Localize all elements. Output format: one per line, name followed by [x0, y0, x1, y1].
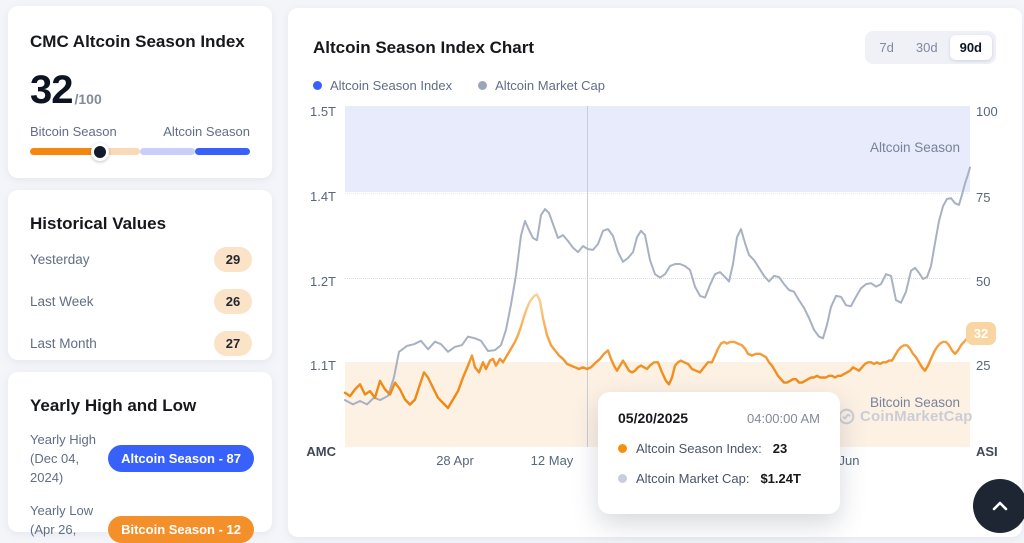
yearly-high-badge: Altcoin Season - 87	[108, 445, 254, 472]
right-tick-100: 100	[976, 104, 998, 119]
tooltip-time: 04:00:00 AM	[747, 411, 820, 426]
historical-value-badge: 29	[214, 246, 252, 272]
x-label-28-apr: 28 Apr	[436, 453, 474, 468]
yearly-high-low-card: Yearly High and Low Yearly High (Dec 04,…	[8, 372, 272, 543]
chart-legend: Altcoin Season Index Altcoin Market Cap	[313, 78, 605, 93]
tooltip-value-amc: $1.24T	[760, 471, 801, 486]
tooltip-dot-amc	[618, 474, 627, 483]
yearly-low-date: (Apr 26, 2025)	[30, 522, 77, 543]
current-value-badge: 32	[966, 322, 996, 345]
gauge-knob[interactable]	[91, 142, 110, 161]
historical-label: Last Week	[30, 293, 94, 309]
right-tick-50: 50	[976, 274, 991, 289]
tooltip-row-amc: Altcoin Market Cap: $1.24T	[618, 471, 820, 486]
gauge-bitcoin-label: Bitcoin Season	[30, 124, 117, 139]
gauge-segment-bitcoin	[30, 148, 101, 155]
scroll-to-top-button[interactable]	[973, 479, 1024, 533]
gauge-segment-altcoin	[195, 148, 250, 155]
right-tick-75: 75	[976, 190, 991, 205]
watermark-text: CoinMarketCap	[860, 408, 973, 425]
gauge-segment-peach	[100, 148, 140, 155]
gridline-50	[345, 278, 970, 279]
historical-title: Historical Values	[30, 214, 167, 233]
yearly-high-date: (Dec 04, 2024)	[30, 451, 80, 485]
x-label-12-may: 12 May	[530, 453, 574, 468]
gauge-altcoin-label: Altcoin Season	[163, 124, 250, 139]
legend-item-asi[interactable]: Altcoin Season Index	[313, 78, 452, 93]
yearly-low-badge: Bitcoin Season - 12	[108, 516, 254, 543]
yearly-low-label: Yearly Low	[30, 503, 94, 518]
time-range-selector: 7d 30d 90d	[865, 31, 996, 64]
chart-tooltip: 05/20/2025 04:00:00 AM Altcoin Season In…	[598, 392, 840, 514]
altcoin-season-band-label: Altcoin Season	[869, 140, 960, 155]
range-button-30d[interactable]: 30d	[906, 35, 948, 60]
altcoin-season-band: Altcoin Season	[345, 106, 970, 192]
coinmarketcap-watermark: CoinMarketCap	[838, 408, 973, 425]
historical-row-yesterday: Yesterday 29	[8, 242, 272, 276]
tooltip-value-asi: 23	[772, 441, 788, 456]
yearly-title: Yearly High and Low	[30, 396, 197, 415]
legend-item-amc[interactable]: Altcoin Market Cap	[478, 78, 605, 93]
index-card-title: CMC Altcoin Season Index	[30, 32, 245, 51]
historical-value-badge: 27	[214, 330, 252, 356]
legend-label-asi: Altcoin Season Index	[330, 78, 453, 93]
left-tick-1-5t: 1.5T	[309, 104, 336, 119]
left-tick-1-1t: 1.1T	[309, 358, 336, 373]
historical-row-last-month: Last Month 27	[8, 326, 272, 360]
index-current-value: 32	[30, 68, 73, 112]
gauge-segment-periwinkle	[140, 148, 195, 155]
range-button-90d[interactable]: 90d	[949, 35, 992, 60]
legend-dot-asi	[313, 81, 322, 90]
index-max-label: /100	[74, 91, 102, 107]
tooltip-row-asi: Altcoin Season Index: 23	[618, 441, 820, 456]
historical-label: Last Month	[30, 335, 97, 351]
legend-dot-amc	[478, 81, 488, 90]
right-tick-25: 25	[976, 358, 991, 373]
tooltip-dot-asi	[618, 444, 627, 453]
tooltip-label-amc: Altcoin Market Cap:	[636, 471, 750, 486]
historical-label: Yesterday	[30, 251, 90, 267]
historical-row-last-week: Last Week 26	[8, 284, 272, 318]
tooltip-label-asi: Altcoin Season Index:	[636, 441, 762, 456]
gridline-75	[345, 193, 970, 194]
range-button-7d[interactable]: 7d	[869, 35, 903, 60]
season-gauge	[30, 142, 250, 161]
yearly-high-row: Yearly High (Dec 04, 2024) Altcoin Seaso…	[8, 430, 272, 487]
index-summary-card: CMC Altcoin Season Index 32 /100 Bitcoin…	[8, 6, 272, 178]
chevron-up-icon	[992, 501, 1008, 511]
crosshair-line	[587, 106, 588, 447]
historical-value-badge: 26	[214, 288, 252, 314]
chart-title: Altcoin Season Index Chart	[313, 38, 535, 57]
x-label-jun: Jun	[838, 453, 860, 468]
legend-label-amc: Altcoin Market Cap	[495, 78, 605, 93]
tooltip-date: 05/20/2025	[618, 410, 689, 426]
left-tick-1-4t: 1.4T	[309, 189, 336, 204]
left-axis-name: AMC	[306, 444, 336, 459]
historical-values-card: Historical Values Yesterday 29 Last Week…	[8, 190, 272, 360]
yearly-high-label: Yearly High	[30, 432, 97, 447]
left-tick-1-2t: 1.2T	[309, 274, 336, 289]
right-axis-name: ASI	[976, 444, 998, 459]
yearly-low-row: Yearly Low (Apr 26, 2025) Bitcoin Season…	[8, 501, 272, 543]
coinmarketcap-logo-icon	[838, 408, 855, 425]
